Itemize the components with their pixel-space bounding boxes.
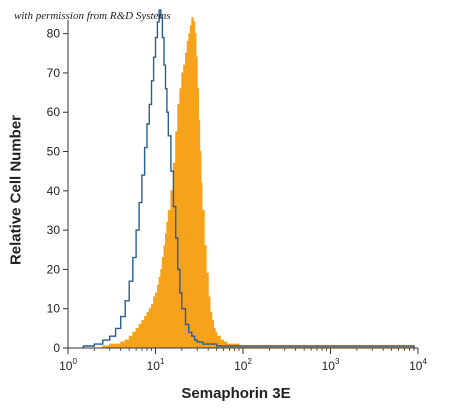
series-outline-control: [82, 9, 415, 348]
series-filled-stained: [102, 17, 415, 349]
y-tick-label: 0: [53, 341, 60, 355]
x-tick-label: 100: [59, 357, 77, 373]
y-tick-label: 20: [47, 262, 61, 276]
y-axis-label: Relative Cell Number: [7, 114, 25, 266]
x-axis-label: Semaphorin 3E: [181, 385, 291, 402]
y-tick-label: 10: [47, 302, 61, 316]
y-tick-label: 70: [47, 66, 61, 80]
x-tick-label: 104: [409, 357, 427, 373]
y-tick-label: 80: [47, 27, 61, 41]
y-tick-label: 40: [47, 184, 61, 198]
x-tick-label: 101: [147, 357, 165, 373]
x-tick-label: 102: [234, 357, 252, 373]
y-tick-label: 50: [47, 145, 61, 159]
y-tick-label: 30: [47, 223, 61, 237]
y-axis-label-container: Relative Cell Number: [0, 0, 30, 411]
credit-text: with permission from R&D Systems: [14, 10, 171, 22]
x-tick-label: 103: [322, 357, 340, 373]
y-tick-label: 60: [47, 105, 61, 119]
